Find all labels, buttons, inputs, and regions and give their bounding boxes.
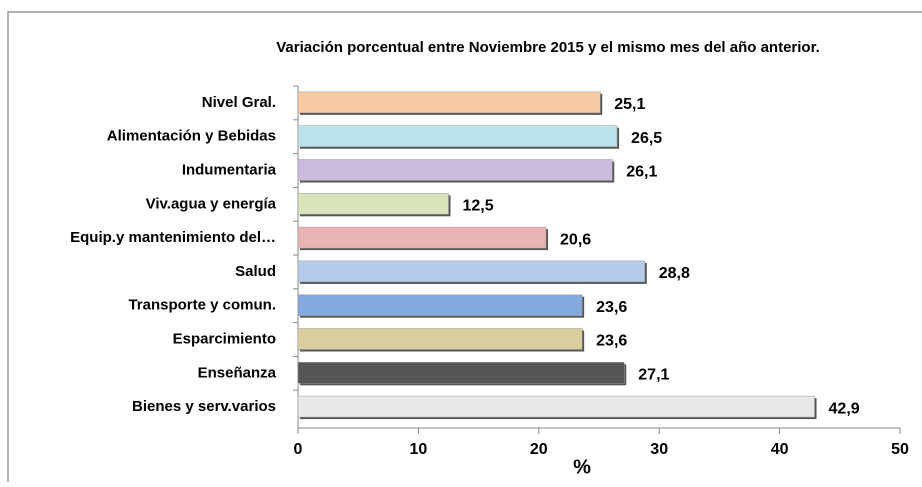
x-tick-label: 40 (771, 441, 789, 458)
chart-frame (7, 11, 922, 487)
y-tick-label: Equip.y mantenimiento del… (70, 229, 276, 246)
y-tick-label: Esparcimiento (173, 330, 276, 347)
y-tick-label: Nivel Gral. (202, 94, 276, 111)
x-tick-label: 0 (294, 441, 303, 458)
y-tick-label: Bienes y serv.varios (132, 398, 276, 415)
value-label: 26,5 (631, 130, 662, 147)
y-tick-label: Indumentaria (182, 161, 277, 178)
value-label: 12,5 (463, 198, 494, 215)
y-tick-label: Viv.agua y energía (146, 195, 277, 212)
x-tick-label: 30 (650, 441, 668, 458)
value-label: 28,8 (659, 265, 690, 282)
bar (297, 226, 547, 249)
x-tick-label: 10 (410, 441, 428, 458)
bar (297, 395, 815, 418)
value-label: 42,9 (829, 400, 860, 417)
y-tick-label: Enseñanza (198, 364, 277, 381)
bar (297, 193, 449, 215)
chart-title: Variación porcentual entre Noviembre 201… (276, 39, 820, 56)
bar (297, 294, 583, 316)
y-tick-label: Salud (235, 263, 276, 280)
y-tick-label: Transporte y comun. (128, 297, 276, 314)
value-label: 23,6 (596, 333, 627, 350)
value-label: 27,1 (638, 367, 669, 384)
bar (297, 91, 601, 114)
bar (297, 125, 618, 147)
value-label: 20,6 (560, 231, 591, 248)
bar (297, 260, 646, 283)
bar (297, 362, 625, 384)
bar (297, 328, 583, 350)
value-label: 25,1 (614, 96, 645, 113)
x-tick-label: 50 (891, 441, 909, 458)
bar (297, 159, 613, 181)
x-tick-label: 20 (530, 441, 548, 458)
y-tick-label: Alimentación y Bebidas (107, 128, 276, 145)
value-label: 26,1 (626, 164, 657, 181)
value-label: 23,6 (596, 299, 627, 316)
x-axis-label: % (573, 456, 591, 478)
